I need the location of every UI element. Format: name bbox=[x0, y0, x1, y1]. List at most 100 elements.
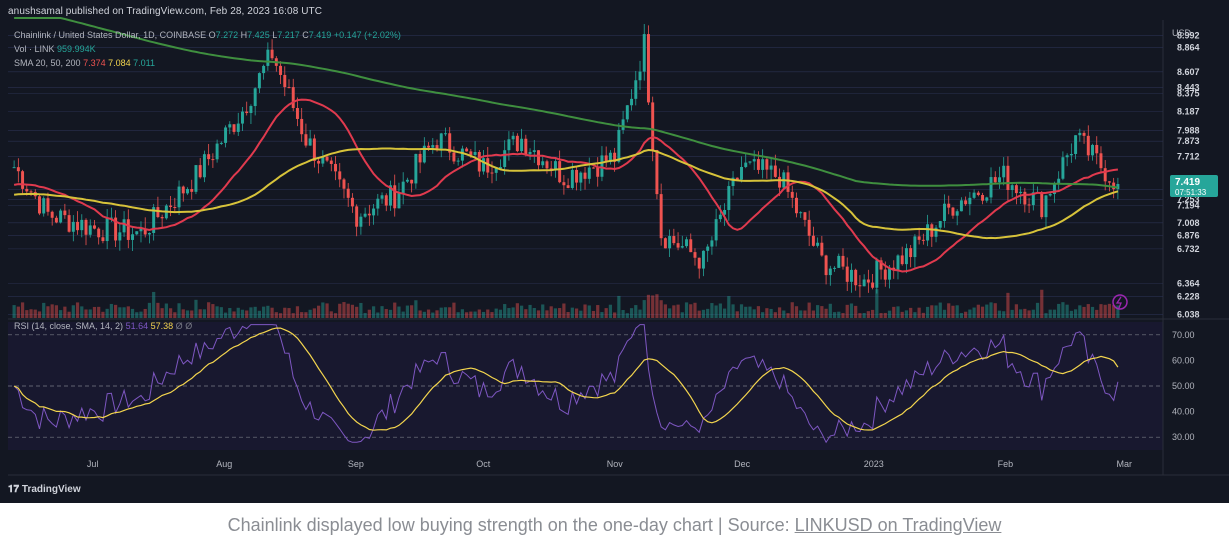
volume-bar bbox=[223, 312, 228, 318]
candle-body bbox=[1023, 191, 1027, 205]
volume-bar bbox=[1069, 310, 1073, 318]
rsi-line bbox=[13, 324, 1119, 444]
volume-bar bbox=[494, 308, 498, 318]
candle-body bbox=[888, 267, 891, 280]
candle-body bbox=[524, 138, 528, 155]
candle-body bbox=[672, 236, 676, 244]
candle-body bbox=[118, 232, 122, 241]
candle-body bbox=[938, 221, 942, 228]
alert-bolt-icon bbox=[1115, 296, 1122, 309]
candle-body bbox=[54, 217, 58, 223]
source-link[interactable]: LINKUSD on TradingView bbox=[794, 515, 1002, 535]
price-tick-label: 6.364 bbox=[1177, 279, 1200, 289]
rsi-tick-label: 30.00 bbox=[1172, 432, 1195, 442]
candle-body bbox=[46, 198, 50, 212]
volume-bar bbox=[1048, 309, 1052, 318]
candle-body bbox=[756, 159, 760, 170]
volume-bar bbox=[570, 307, 574, 318]
volume-bar bbox=[1103, 304, 1107, 318]
candle-body bbox=[76, 221, 80, 231]
close-value: 7.419 bbox=[308, 30, 332, 40]
volume-bar bbox=[515, 303, 519, 318]
volume-bar bbox=[405, 305, 410, 318]
candle-body bbox=[84, 219, 88, 235]
volume-bar bbox=[1116, 305, 1120, 318]
candle-body bbox=[871, 282, 875, 288]
volume-bar bbox=[591, 310, 596, 318]
volume-bar bbox=[1010, 309, 1014, 318]
candle-body bbox=[300, 118, 304, 135]
volume-bar bbox=[147, 302, 152, 318]
candle-body bbox=[854, 269, 858, 286]
candle-body bbox=[477, 151, 481, 172]
volume-bar bbox=[756, 306, 761, 318]
volume-bar bbox=[338, 303, 342, 318]
volume-bar bbox=[680, 312, 684, 318]
candle-body bbox=[930, 224, 934, 237]
volume-bar bbox=[904, 310, 909, 318]
candle-body bbox=[651, 102, 655, 151]
volume-bar bbox=[1052, 309, 1057, 318]
candle-body bbox=[147, 233, 151, 235]
rsi-tick-label: 70.00 bbox=[1172, 330, 1195, 340]
candle-body bbox=[228, 124, 232, 128]
volume-bar bbox=[435, 310, 439, 318]
candle-body bbox=[253, 88, 257, 107]
candle-body bbox=[795, 197, 798, 214]
candle-body bbox=[460, 148, 464, 161]
volume-bar bbox=[473, 311, 477, 318]
volume-bar bbox=[270, 307, 274, 318]
volume-bar bbox=[980, 306, 985, 318]
volume-bar bbox=[346, 303, 350, 318]
volume-bar bbox=[989, 302, 993, 318]
candle-body bbox=[427, 145, 431, 148]
volume-bar bbox=[587, 305, 591, 318]
month-label: 2023 bbox=[864, 459, 884, 469]
candle-body bbox=[778, 176, 782, 188]
candle-body bbox=[414, 153, 418, 184]
volume-bar bbox=[257, 310, 262, 318]
volume-bar bbox=[177, 303, 181, 318]
price-tick-label: 7.253 bbox=[1177, 195, 1200, 205]
volume-bar bbox=[689, 304, 693, 318]
volume-bar bbox=[486, 309, 490, 318]
rsi-sma-line bbox=[13, 327, 1119, 431]
price-tick-label: 6.876 bbox=[1177, 230, 1200, 240]
candle-body bbox=[325, 156, 329, 161]
volume-bar bbox=[866, 311, 870, 318]
volume-bar bbox=[947, 303, 951, 318]
candle-body bbox=[287, 87, 291, 89]
candle-body bbox=[211, 159, 215, 161]
candle-body bbox=[972, 192, 976, 198]
volume-bar bbox=[744, 306, 748, 318]
candle-body bbox=[418, 153, 422, 163]
tradingview-logo[interactable]: 𝟏𝟕 TradingView bbox=[8, 484, 81, 495]
volume-bar bbox=[384, 309, 388, 318]
volume-bar bbox=[1031, 309, 1035, 318]
candle-body bbox=[393, 185, 397, 209]
volume-bar bbox=[1044, 313, 1048, 318]
month-label: Mar bbox=[1116, 459, 1132, 469]
volume-bar bbox=[456, 312, 460, 318]
chart-legend: Chainlink / United States Dollar, 1D, CO… bbox=[14, 30, 401, 68]
candle-body bbox=[697, 257, 701, 269]
candle-body bbox=[308, 138, 312, 146]
candle-body bbox=[668, 236, 672, 249]
pair-title: Chainlink / United States Dollar, 1D, CO… bbox=[14, 30, 207, 40]
volume-bar bbox=[316, 305, 321, 318]
price-tick-label: 6.732 bbox=[1177, 244, 1200, 254]
candle-body bbox=[355, 206, 359, 227]
volume-bar bbox=[152, 291, 156, 318]
volume-bar bbox=[1099, 304, 1103, 318]
volume-bar bbox=[739, 304, 744, 318]
volume-bar bbox=[439, 307, 443, 318]
volume-bar bbox=[503, 304, 507, 318]
volume-value: 959.994K bbox=[57, 44, 96, 54]
candle-body bbox=[921, 239, 925, 241]
volume-bar bbox=[1019, 309, 1023, 318]
volume-bar bbox=[460, 309, 464, 318]
candle-body bbox=[114, 217, 118, 241]
candle-body bbox=[494, 168, 498, 173]
volume-bar bbox=[553, 308, 558, 318]
